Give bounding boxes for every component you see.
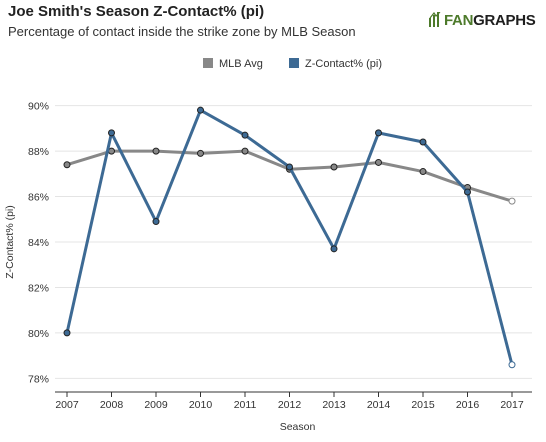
x-tick-label: 2013 [322,399,346,411]
x-tick-label: 2010 [189,399,213,411]
data-point[interactable] [152,147,160,155]
series-layer [63,106,516,369]
data-point[interactable] [63,161,71,169]
data-point[interactable] [241,147,249,155]
data-point[interactable] [508,361,516,369]
y-tick-label: 86% [28,192,49,204]
chart-subtitle: Percentage of contact inside the strike … [8,24,356,39]
y-axis: 78% 80% 82% 84% 86% 88% 90% [28,101,49,386]
data-point[interactable] [197,106,204,114]
data-point[interactable] [375,158,382,166]
legend-swatch [203,58,213,68]
data-point[interactable] [508,197,516,205]
data-point[interactable] [464,188,471,196]
fangraphs-leaf-icon [428,11,442,28]
data-point[interactable] [419,168,427,176]
data-point[interactable] [152,218,160,226]
x-tick-label: 2017 [500,399,524,411]
legend: MLB Avg Z-Contact% (pi) [203,58,382,70]
chart-grid [55,105,532,379]
y-tick-label: 80% [28,328,49,340]
data-point[interactable] [286,163,293,171]
y-axis-title: Z-Contact% (pi) [4,205,16,279]
data-point[interactable] [108,129,115,137]
x-tick-label: 2009 [144,399,168,411]
x-tick-label: 2008 [100,399,124,411]
x-axis: 2007 2008 2009 2010 2011 2012 2013 2014 2015 2016… [55,392,524,411]
data-point[interactable] [330,163,338,171]
data-point[interactable] [330,245,338,253]
fangraphs-logo-text: FANGRAPHS [444,11,536,29]
data-point[interactable] [63,329,71,337]
legend-label: Z-Contact% (pi) [305,58,382,70]
data-point[interactable] [419,138,427,146]
y-tick-label: 82% [28,282,49,294]
y-tick-label: 84% [28,237,49,249]
legend-label: MLB Avg [219,58,263,70]
data-point[interactable] [241,131,249,139]
x-axis-title: Season [280,421,316,433]
x-tick-label: 2007 [55,399,79,411]
y-tick-label: 90% [28,101,49,113]
series-line [65,108,514,366]
data-point[interactable] [197,149,204,157]
legend-swatch [289,58,299,68]
x-tick-label: 2014 [367,399,391,411]
x-tick-label: 2011 [234,399,257,411]
x-tick-label: 2015 [411,399,435,411]
x-tick-label: 2012 [278,399,302,411]
data-point[interactable] [375,129,382,137]
chart-title: Joe Smith's Season Z-Contact% (pi) [8,3,265,20]
x-tick-label: 2016 [456,399,480,411]
y-tick-label: 78% [28,373,49,385]
fangraphs-logo: FANGRAPHS [428,10,536,30]
y-tick-label: 88% [28,146,49,158]
